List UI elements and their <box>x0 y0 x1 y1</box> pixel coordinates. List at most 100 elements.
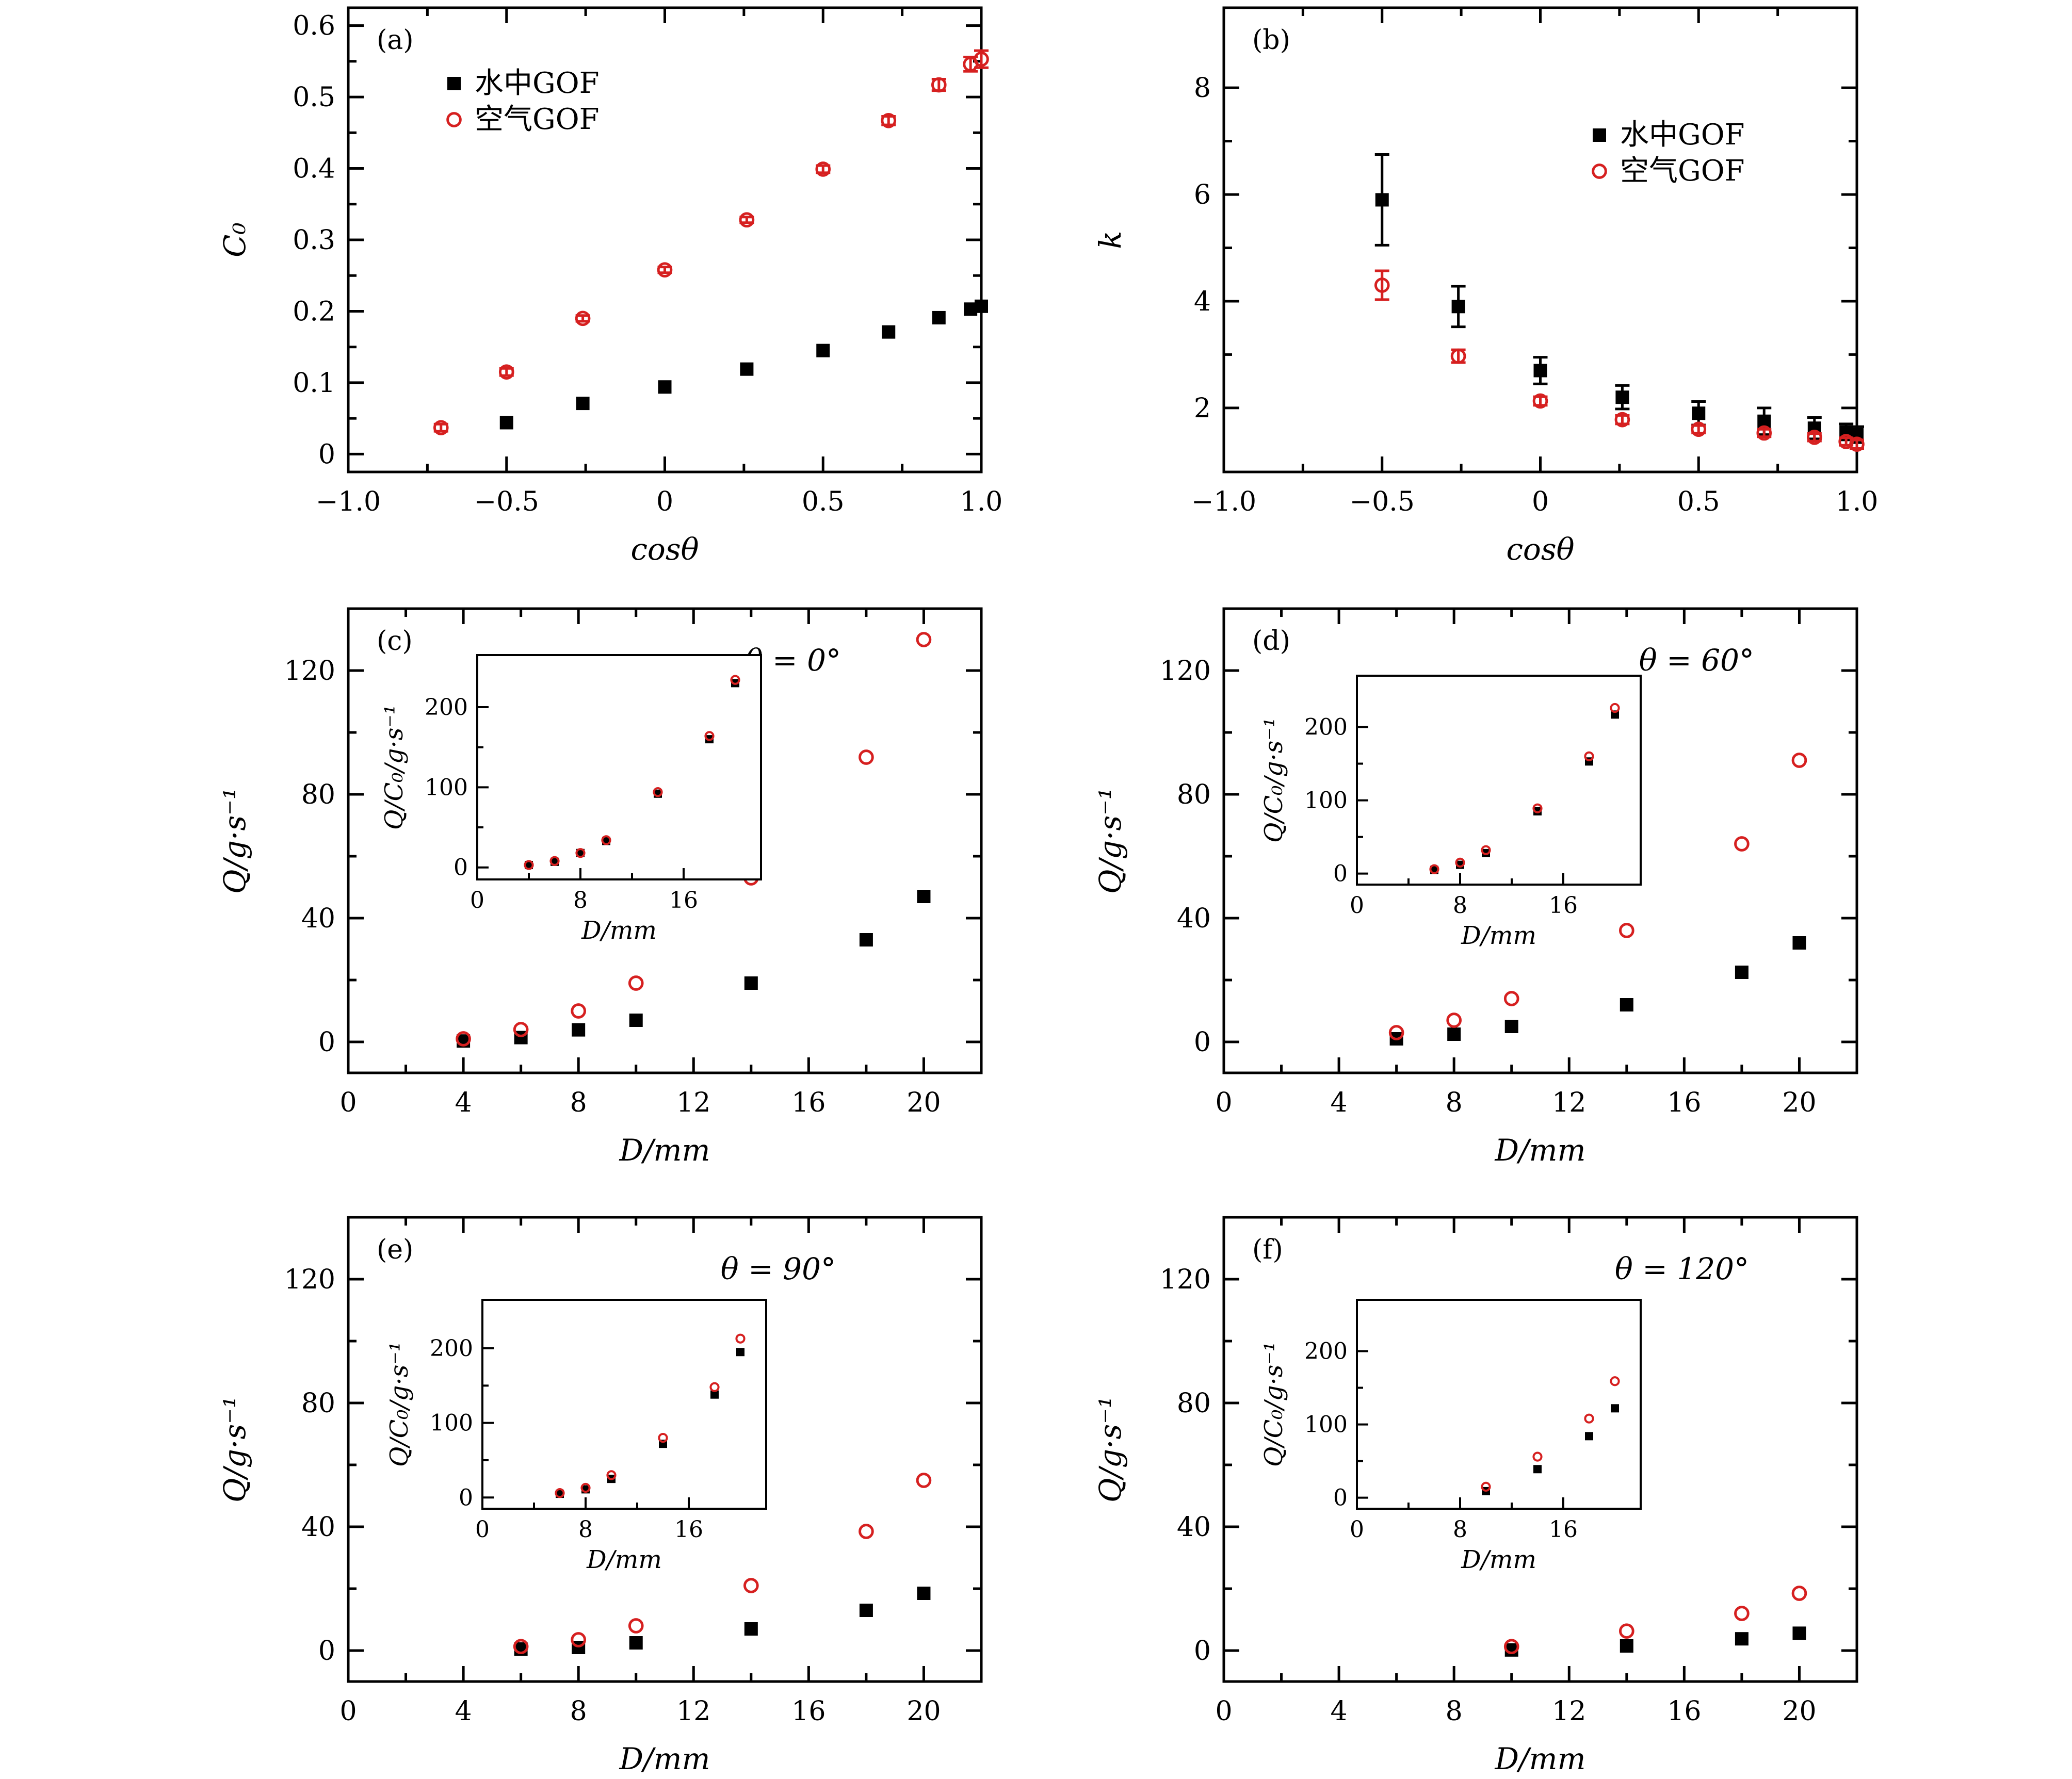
data-point <box>1504 1020 1518 1033</box>
y-tick-label: 8 <box>1194 73 1211 104</box>
series-water-gof <box>1482 1404 1619 1495</box>
y-tick-label: 100 <box>1304 1412 1348 1438</box>
x-tick-label: 0 <box>1215 1696 1232 1727</box>
theta-annotation: θ = 120° <box>1615 1251 1749 1286</box>
x-tick-label: 4 <box>1331 1696 1348 1727</box>
x-tick-label: 8 <box>570 1087 587 1118</box>
panel-label: (a) <box>377 25 414 56</box>
x-tick-label: 0 <box>656 486 673 517</box>
data-point <box>1614 412 1630 428</box>
data-point <box>1791 1586 1807 1601</box>
y-tick-label: 120 <box>1160 656 1211 687</box>
y-tick-label: 6 <box>1194 179 1211 210</box>
y-tick-label: 0.2 <box>293 296 335 327</box>
data-point <box>572 1023 586 1037</box>
data-point <box>629 1014 643 1027</box>
data-point <box>859 1604 873 1617</box>
data-point <box>1620 998 1633 1011</box>
y-tick-label: 4 <box>1194 286 1211 317</box>
data-point <box>575 311 591 327</box>
series-water-gof <box>457 890 931 1048</box>
x-tick-label: 1.0 <box>1836 486 1879 517</box>
inset-plot: 0 8 16 0 100 200 D/mm Q/C₀/g·s⁻¹ <box>1259 1299 1642 1574</box>
theta-annotation: θ = 60° <box>1639 643 1754 678</box>
data-point <box>499 416 513 430</box>
data-point <box>657 262 673 278</box>
data-point <box>1584 751 1594 761</box>
data-point <box>1792 1626 1806 1640</box>
x-tick-label: 0 <box>339 1087 357 1118</box>
data-point <box>513 1639 529 1655</box>
data-point <box>740 362 754 376</box>
x-tick-label: 20 <box>1782 1696 1816 1727</box>
data-point <box>1692 406 1706 420</box>
panel-label: (e) <box>377 1234 413 1265</box>
data-point <box>917 1587 931 1600</box>
data-point <box>456 1031 471 1047</box>
data-point <box>730 675 740 685</box>
y-tick-label: 0.6 <box>293 11 335 42</box>
series-water-gof <box>499 299 988 430</box>
y-tick-label: 200 <box>1304 1338 1348 1364</box>
data-point <box>1849 436 1865 452</box>
data-point <box>524 860 534 870</box>
data-point <box>1615 390 1629 404</box>
data-point <box>1503 991 1519 1006</box>
data-point <box>744 1622 758 1636</box>
y-axis-label: Q/C₀/g·s⁻¹ <box>1259 717 1288 843</box>
data-point <box>859 933 873 946</box>
y-tick-label: 0 <box>454 855 468 881</box>
data-point <box>571 1003 587 1019</box>
data-point <box>1481 845 1491 855</box>
y-axis-label: Q/g·s⁻¹ <box>217 788 252 894</box>
y-tick-label: 120 <box>284 656 335 687</box>
data-point <box>1585 1432 1593 1441</box>
y-axis-label: Q/C₀/g·s⁻¹ <box>1259 1342 1288 1467</box>
panel-a: −1.0 −0.5 0 0.5 1.0 0 0.1 0.2 0.3 0.4 0.5 0.6 cosθ C₀… <box>217 6 1003 567</box>
x-tick-label: 12 <box>676 1696 710 1727</box>
x-tick-label: 0 <box>1215 1087 1232 1118</box>
y-tick-label: 80 <box>1177 1388 1211 1419</box>
data-point <box>881 112 897 128</box>
x-tick-label: 1.0 <box>960 486 1003 517</box>
inset-plot: 0 8 16 0 100 200 D/mm Q/C₀/g·s⁻¹ <box>1259 675 1642 950</box>
data-point <box>1532 803 1543 813</box>
x-axis-label: D/mm <box>1461 1545 1536 1574</box>
data-point <box>704 731 715 741</box>
data-point <box>1620 1639 1633 1653</box>
data-point <box>736 1348 744 1357</box>
data-point <box>1388 1025 1404 1040</box>
data-point <box>549 856 560 866</box>
x-tick-label: 16 <box>791 1696 825 1727</box>
y-tick-label: 0 <box>318 1027 335 1058</box>
x-axis-label: cosθ <box>630 532 699 567</box>
data-point <box>932 311 946 324</box>
x-tick-label: −0.5 <box>474 486 539 517</box>
x-tick-label: 0.5 <box>1677 486 1720 517</box>
x-tick-label: 12 <box>1552 1087 1586 1118</box>
y-tick-label: 80 <box>301 1388 335 1419</box>
series-air-gof <box>1388 753 1807 1040</box>
x-tick-label: 16 <box>1667 1087 1701 1118</box>
data-point <box>1584 1413 1594 1424</box>
y-tick-label: 0 <box>459 1484 473 1511</box>
data-point <box>859 1524 874 1539</box>
data-point <box>571 1632 587 1647</box>
data-point <box>575 848 586 858</box>
y-tick-label: 100 <box>425 774 468 801</box>
data-point <box>1735 966 1749 979</box>
data-point <box>1429 864 1439 874</box>
y-tick-label: 0 <box>318 1636 335 1667</box>
data-point <box>1503 1639 1519 1655</box>
data-point <box>580 1482 591 1493</box>
inset-plot: 0 8 16 0 100 200 D/mm Q/C₀/g·s⁻¹ <box>380 654 762 945</box>
data-point <box>1375 193 1389 207</box>
x-tick-label: 0.5 <box>802 486 845 517</box>
data-point <box>1447 1027 1461 1041</box>
legend-marker <box>1592 164 1607 179</box>
data-point <box>710 1390 719 1399</box>
